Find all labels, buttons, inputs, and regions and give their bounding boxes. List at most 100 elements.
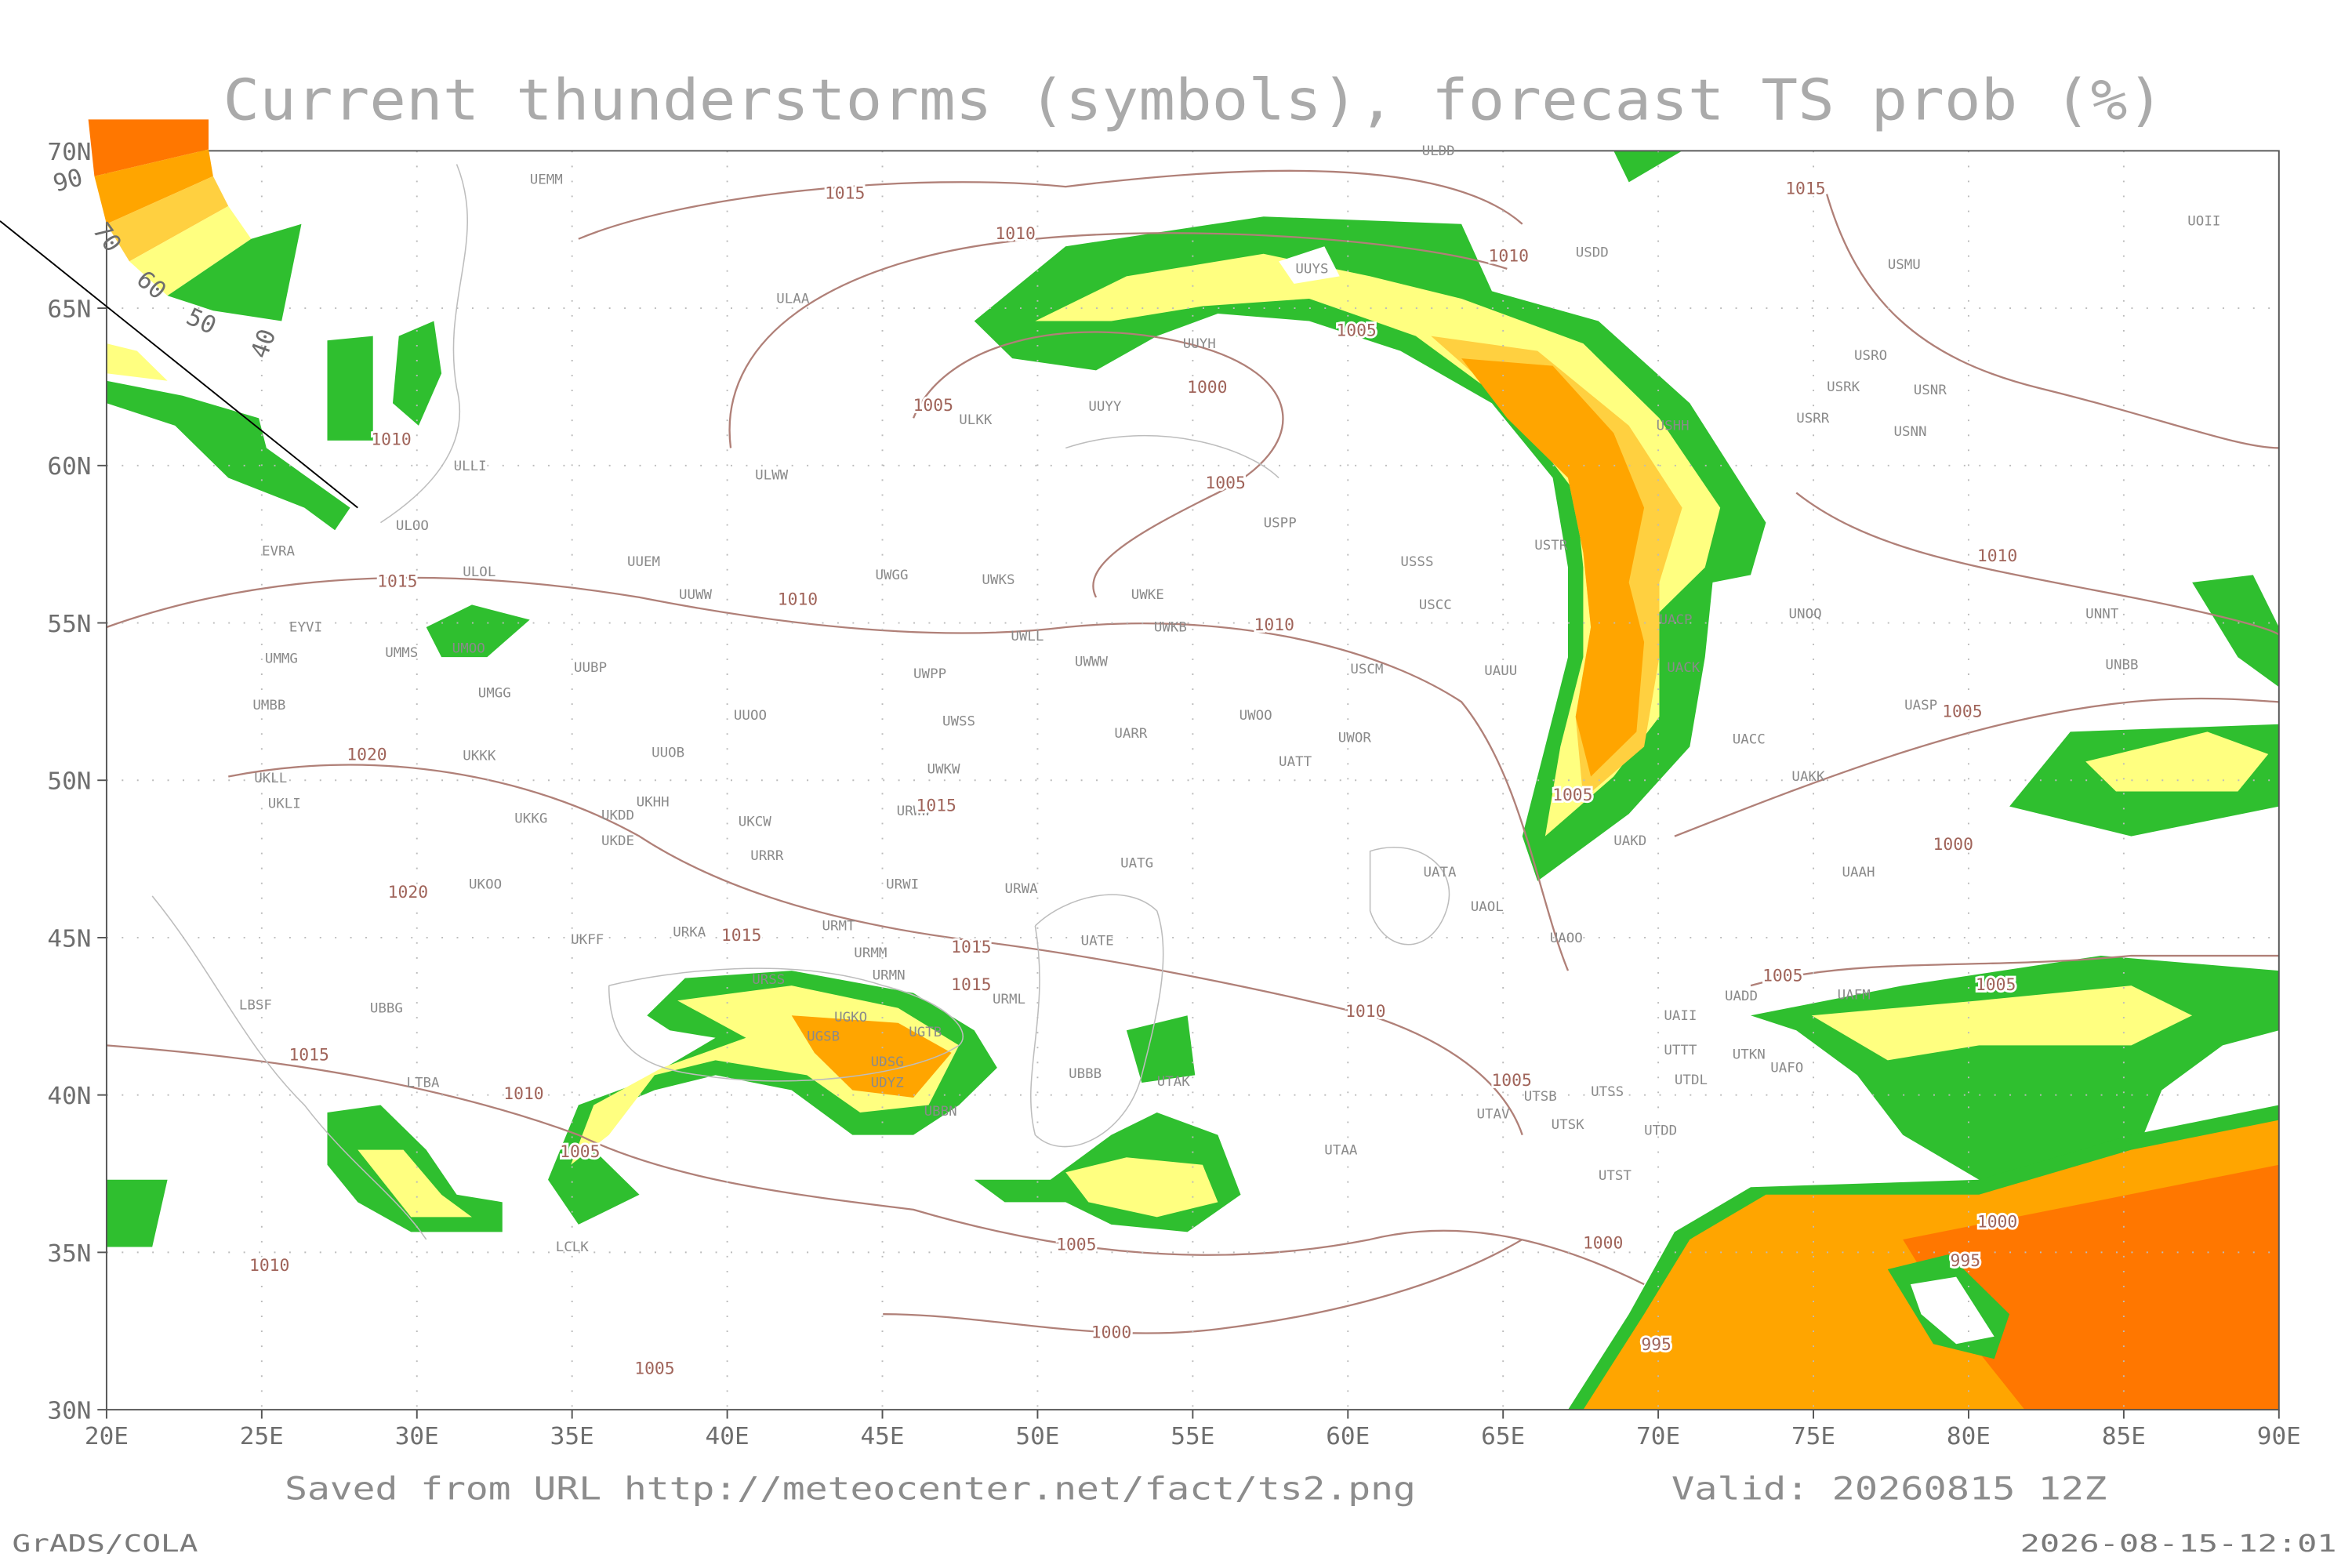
probability-area <box>2192 575 2279 688</box>
station-label: UTSK <box>1552 1117 1585 1133</box>
lon-label: 90E <box>2257 1422 2301 1450</box>
lat-label: 35N <box>47 1240 91 1268</box>
isobar-label: 995 <box>1951 1250 1981 1270</box>
lon-label: 45E <box>860 1422 904 1450</box>
station-label: UAAH <box>1842 865 1875 880</box>
station-label: UTDD <box>1644 1123 1677 1139</box>
legend-swatch <box>94 149 213 224</box>
station-label: UTAA <box>1324 1143 1358 1159</box>
isobar-label: 1005 <box>1552 785 1592 804</box>
station-label: UASP <box>1904 698 1937 713</box>
station-label: UKFF <box>571 932 604 948</box>
station-label: UBBN <box>924 1104 957 1120</box>
coastlines <box>151 164 1450 1240</box>
station-label: UMMG <box>265 652 298 667</box>
isobar-line <box>1750 954 2279 987</box>
legend-swatch <box>167 223 302 321</box>
lat-label: 30N <box>47 1397 91 1425</box>
isobar-label: 1005 <box>1336 321 1376 340</box>
station-label: UAUU <box>1484 663 1517 679</box>
map-title: Current thunderstorms (symbols), forecas… <box>223 67 2164 133</box>
station-label: USSS <box>1400 554 1433 570</box>
station-label: UGKO <box>834 1010 867 1025</box>
isobar-label: 1010 <box>778 590 818 609</box>
isobar-line <box>912 331 1284 598</box>
probability-area <box>1811 985 2193 1061</box>
isobar-line <box>1795 492 2280 636</box>
station-label: UUYH <box>1183 336 1216 352</box>
probability-fields <box>106 151 2279 1410</box>
station-label: USCC <box>1419 597 1452 613</box>
isobar-label: 995 <box>1641 1334 1671 1354</box>
station-label: UKDD <box>601 808 634 824</box>
station-label: LBSF <box>239 998 272 1014</box>
isobar-label: 1010 <box>1489 246 1529 266</box>
station-label: UUOB <box>652 746 684 761</box>
isobar-label: 1015 <box>825 183 865 203</box>
lon-label: 75E <box>1791 1422 1835 1450</box>
station-label: UTSS <box>1591 1084 1624 1100</box>
station-label: USPP <box>1264 516 1297 532</box>
lon-label: 55E <box>1171 1422 1214 1450</box>
station-label: UWGG <box>876 568 909 583</box>
station-label: UMOO <box>452 641 485 657</box>
probability-area <box>791 1015 952 1098</box>
isobar-label: 1010 <box>1254 615 1294 634</box>
isobar-label: 1015 <box>951 975 991 994</box>
isobar-line <box>883 1238 1523 1334</box>
probability-area <box>358 1149 472 1218</box>
probability-area <box>1461 358 1645 777</box>
station-label: UADD <box>1725 989 1758 1004</box>
station-label: UUYY <box>1088 399 1122 415</box>
lon-label: 70E <box>1636 1422 1680 1450</box>
coastline <box>1369 847 1450 946</box>
station-label: URWI <box>886 877 919 892</box>
isobar-label: 1005 <box>634 1359 674 1378</box>
lon-label: 40E <box>706 1422 750 1450</box>
station-label: USTR <box>1534 538 1568 554</box>
isobar-label: 1000 <box>1187 377 1227 397</box>
station-label: ULKK <box>959 412 993 428</box>
station-label: ULOL <box>463 564 495 580</box>
probability-area <box>426 604 530 658</box>
isobar-label: 1015 <box>1785 179 1825 198</box>
isobar-label: 1010 <box>249 1255 289 1275</box>
coastline <box>608 967 964 1082</box>
station-label: UACP <box>1660 612 1693 628</box>
isobar-label: 1005 <box>1056 1234 1096 1254</box>
station-label: UBBB <box>1069 1066 1102 1082</box>
station-label: UKOO <box>469 877 502 892</box>
lon-label: 50E <box>1015 1422 1059 1450</box>
software-credit: GrADS/COLA <box>13 1530 198 1558</box>
station-label: UATA <box>1424 865 1457 880</box>
station-label: UOII <box>2187 214 2220 230</box>
isobar-label: 1010 <box>1345 1001 1385 1021</box>
lon-label: 20E <box>85 1422 129 1450</box>
station-label: URWW <box>897 804 931 819</box>
probability-area <box>392 321 442 426</box>
probability-area <box>2085 731 2269 792</box>
isobar-label: 1015 <box>951 937 991 956</box>
isobar-label: 1015 <box>916 795 956 815</box>
station-label: USRR <box>1796 411 1830 426</box>
station-label: URSS <box>752 972 785 988</box>
station-label: UAKK <box>1791 769 1825 785</box>
isobar-label: 1005 <box>1976 975 2016 994</box>
valid-time: Valid: 20260815 12Z <box>1671 1471 2107 1508</box>
isobar-label: 1005 <box>913 395 953 415</box>
isobar-label: 1000 <box>1933 834 1973 854</box>
station-label: UMBB <box>252 698 285 713</box>
probability-area <box>106 343 168 381</box>
station-label: LCLK <box>556 1240 590 1255</box>
station-label: UWSS <box>942 714 975 730</box>
isobar-label: 1020 <box>347 745 387 764</box>
probability-area <box>1065 1157 1218 1218</box>
station-label: UAKD <box>1613 833 1646 849</box>
station-label: UWKB <box>1154 620 1187 636</box>
isobar-label: 1000 <box>1977 1212 2017 1232</box>
station-label: URKA <box>673 924 706 940</box>
probability-area <box>106 1179 168 1247</box>
station-label: URMT <box>822 919 856 935</box>
lon-label: 30E <box>395 1422 439 1450</box>
